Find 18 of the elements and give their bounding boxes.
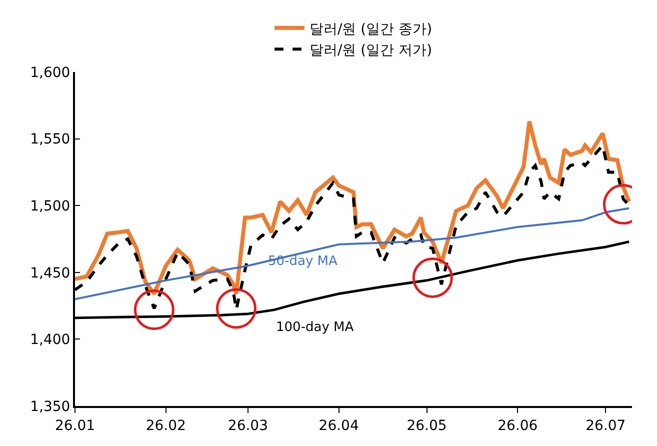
point: [216, 288, 256, 329]
x-tick-label: 26.02: [146, 418, 186, 434]
series-label: 100-day MA: [276, 320, 354, 335]
y-tick-label: 1,400: [30, 332, 70, 348]
x-tick-label: 26.04: [318, 418, 359, 434]
point: [412, 257, 453, 298]
y-tick-label: 1,600: [30, 64, 70, 81]
x-tick-label: 26.07: [586, 418, 626, 434]
legend-label: 달러/원 (일간 저가): [310, 42, 432, 59]
x-tick-label: 26.05: [406, 418, 447, 434]
y-tick-label: 1,450: [30, 265, 70, 282]
x-tick-label: 26.01: [54, 418, 96, 434]
y-tick-label: 1,550: [30, 132, 70, 148]
y-tick-label: 1,350: [30, 398, 70, 415]
y-tick-label: 1,500: [30, 198, 70, 214]
x-tick-label: 26.03: [228, 418, 268, 434]
x-tick-label: 26.06: [498, 418, 538, 434]
legend-label: 달러/원 (일간 종가): [310, 21, 432, 38]
